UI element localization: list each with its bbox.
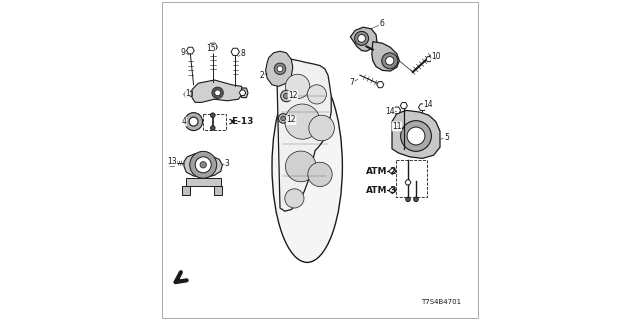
Text: E-13: E-13	[232, 117, 253, 126]
Bar	[396, 160, 426, 197]
Polygon shape	[277, 59, 332, 211]
Circle shape	[275, 63, 285, 75]
Circle shape	[211, 126, 215, 130]
Text: 6: 6	[379, 20, 384, 28]
Text: T7S4B4701: T7S4B4701	[422, 300, 461, 305]
Text: ATM-3: ATM-3	[366, 186, 397, 195]
Circle shape	[278, 114, 288, 123]
Polygon shape	[266, 51, 292, 86]
Circle shape	[414, 197, 419, 202]
Circle shape	[184, 113, 202, 131]
Polygon shape	[192, 80, 243, 102]
Polygon shape	[184, 154, 223, 178]
Circle shape	[189, 117, 198, 126]
Polygon shape	[388, 187, 396, 194]
Circle shape	[406, 197, 410, 202]
Polygon shape	[372, 42, 399, 71]
Circle shape	[285, 104, 320, 139]
Polygon shape	[388, 168, 396, 174]
Circle shape	[307, 85, 326, 104]
Text: ATM-2: ATM-2	[366, 167, 397, 176]
Text: 12: 12	[288, 91, 298, 100]
Text: 5: 5	[444, 133, 449, 142]
Text: 12: 12	[287, 116, 296, 124]
Text: 2: 2	[259, 71, 264, 80]
Circle shape	[309, 115, 335, 141]
Text: 10: 10	[431, 52, 441, 61]
Circle shape	[280, 90, 292, 102]
Text: 13: 13	[167, 157, 177, 166]
Polygon shape	[351, 27, 377, 51]
Circle shape	[407, 127, 425, 145]
Circle shape	[277, 66, 283, 72]
Polygon shape	[186, 178, 221, 186]
Text: 14: 14	[423, 100, 433, 109]
Polygon shape	[214, 186, 223, 195]
Polygon shape	[182, 186, 191, 195]
Text: 1: 1	[185, 89, 189, 98]
Circle shape	[358, 35, 365, 42]
Circle shape	[284, 93, 289, 99]
Circle shape	[212, 87, 223, 99]
Polygon shape	[392, 110, 440, 158]
Bar	[204, 114, 226, 130]
Text: 11: 11	[392, 122, 401, 131]
Circle shape	[189, 151, 216, 178]
Polygon shape	[184, 91, 192, 98]
Circle shape	[195, 157, 211, 173]
Text: 8: 8	[241, 49, 246, 58]
Circle shape	[355, 31, 369, 45]
Text: 4: 4	[182, 117, 186, 126]
Circle shape	[385, 57, 394, 65]
Ellipse shape	[272, 70, 342, 262]
Text: 7: 7	[349, 78, 355, 87]
Circle shape	[285, 151, 316, 182]
Circle shape	[215, 90, 220, 96]
Text: 9: 9	[180, 48, 186, 57]
Text: 14: 14	[385, 107, 395, 116]
Text: 15: 15	[205, 44, 216, 53]
Text: 3: 3	[225, 159, 230, 168]
Circle shape	[381, 53, 398, 69]
Circle shape	[285, 74, 310, 99]
Circle shape	[308, 162, 332, 187]
Circle shape	[200, 162, 206, 168]
Circle shape	[281, 116, 285, 121]
Circle shape	[401, 121, 431, 151]
Polygon shape	[242, 88, 248, 98]
Circle shape	[211, 113, 215, 117]
Circle shape	[285, 189, 304, 208]
